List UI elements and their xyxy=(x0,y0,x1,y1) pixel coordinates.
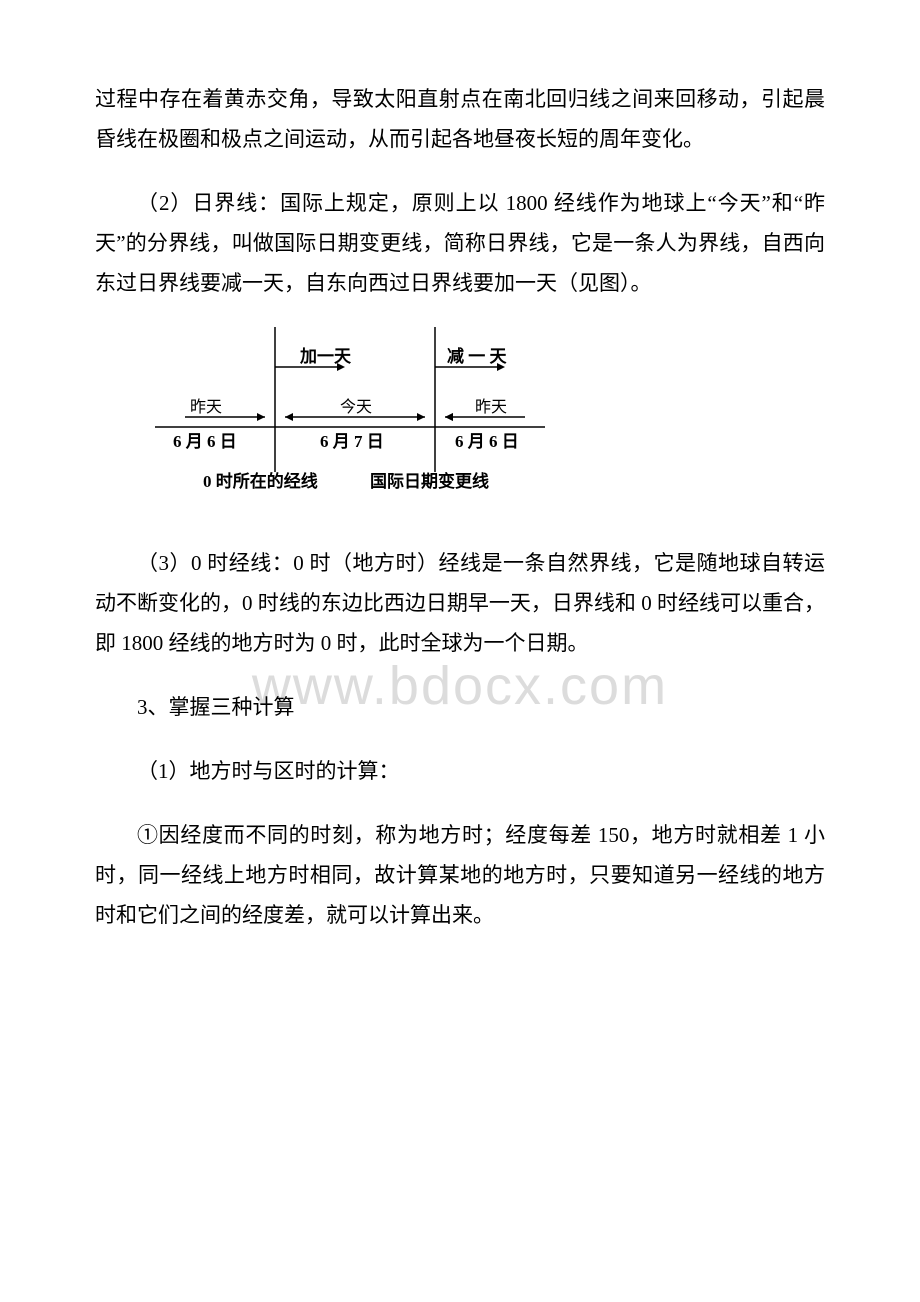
diagram-svg: 加一天 减 一 天昨天 今天 昨天 6 月 6 日 6 月 7 日 6 月 6 日 0 时所在… xyxy=(155,327,545,502)
svg-text:0 时所在的经线: 0 时所在的经线 xyxy=(203,471,318,491)
date-line-diagram: 加一天 减 一 天昨天 今天 昨天 6 月 6 日 6 月 7 日 6 月 6 日 0 时所在… xyxy=(155,327,825,516)
svg-text:昨天: 昨天 xyxy=(475,398,507,416)
paragraph-4: 3、掌握三种计算 xyxy=(95,688,825,728)
svg-text:加一天: 加一天 xyxy=(299,347,352,366)
svg-text:减 一 天: 减 一 天 xyxy=(447,346,507,366)
svg-text:6 月 6 日: 6 月 6 日 xyxy=(455,432,519,451)
svg-text:昨天: 昨天 xyxy=(190,398,222,416)
svg-text:6 月 6 日: 6 月 6 日 xyxy=(173,432,237,451)
paragraph-5: （1）地方时与区时的计算： xyxy=(95,752,825,792)
svg-text:6 月 7 日: 6 月 7 日 xyxy=(320,432,384,451)
paragraph-6: ①因经度而不同的时刻，称为地方时；经度每差 150，地方时就相差 1 小时，同一… xyxy=(95,816,825,936)
paragraph-1: 过程中存在着黄赤交角，导致太阳直射点在南北回归线之间来回移动，引起晨昏线在极圈和… xyxy=(95,80,825,160)
document-body: 过程中存在着黄赤交角，导致太阳直射点在南北回归线之间来回移动，引起晨昏线在极圈和… xyxy=(95,80,825,935)
svg-text:国际日期变更线: 国际日期变更线 xyxy=(370,471,489,491)
paragraph-3: （3）0 时经线：0 时（地方时）经线是一条自然界线，它是随地球自转运动不断变化… xyxy=(95,544,825,664)
svg-text:今天: 今天 xyxy=(340,398,372,416)
paragraph-2: （2）日界线：国际上规定，原则上以 1800 经线作为地球上“今天”和“昨天”的… xyxy=(95,184,825,304)
